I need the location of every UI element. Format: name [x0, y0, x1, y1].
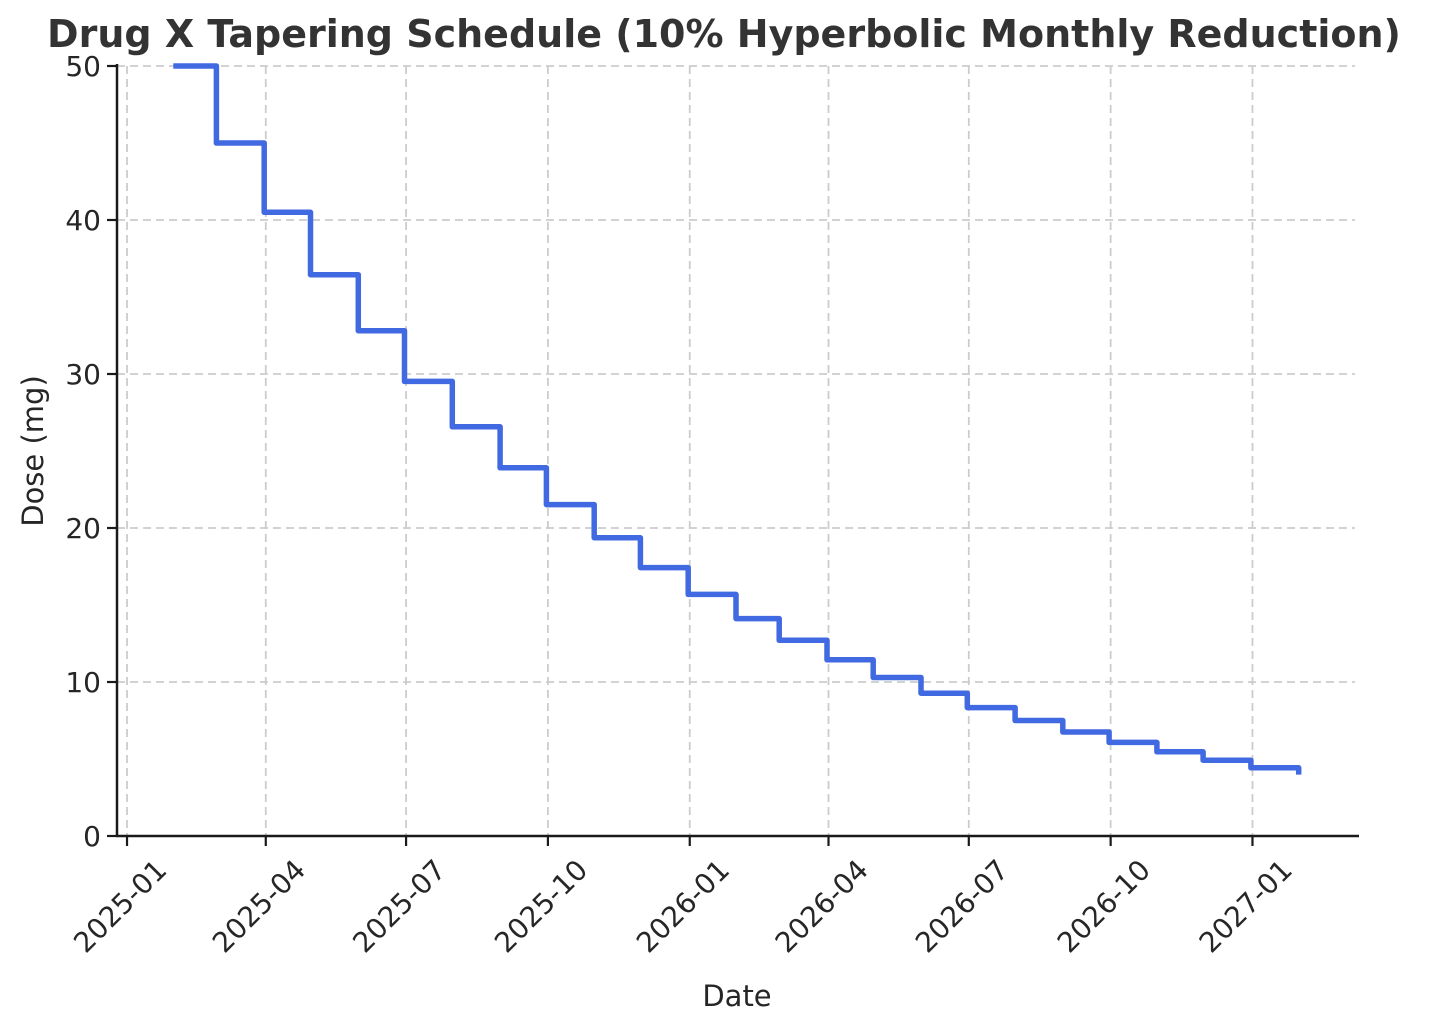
y-tick-label: 50 — [65, 50, 101, 83]
x-tick-label: 2026-04 — [769, 853, 875, 959]
x-tick-label: 2027-01 — [1193, 853, 1299, 959]
x-tick-label: 2025-07 — [346, 853, 452, 959]
dose-step-line — [173, 63, 1302, 775]
chart-title: Drug X Tapering Schedule (10% Hyperbolic… — [47, 12, 1401, 56]
y-tick-label: 20 — [65, 512, 101, 545]
x-tick-label: 2025-01 — [67, 853, 173, 959]
x-tick-label: 2025-04 — [206, 853, 312, 959]
x-axis-label: Date — [702, 979, 772, 1013]
x-tick-label: 2026-07 — [909, 853, 1015, 959]
y-tick-label: 0 — [83, 820, 101, 853]
x-tick-label: 2026-01 — [630, 853, 736, 959]
x-tick-label: 2025-10 — [488, 853, 594, 959]
x-tick-label: 2026-10 — [1051, 853, 1157, 959]
y-tick-label: 10 — [65, 666, 101, 699]
y-tick-label: 40 — [65, 204, 101, 237]
y-tick-label: 30 — [65, 358, 101, 391]
